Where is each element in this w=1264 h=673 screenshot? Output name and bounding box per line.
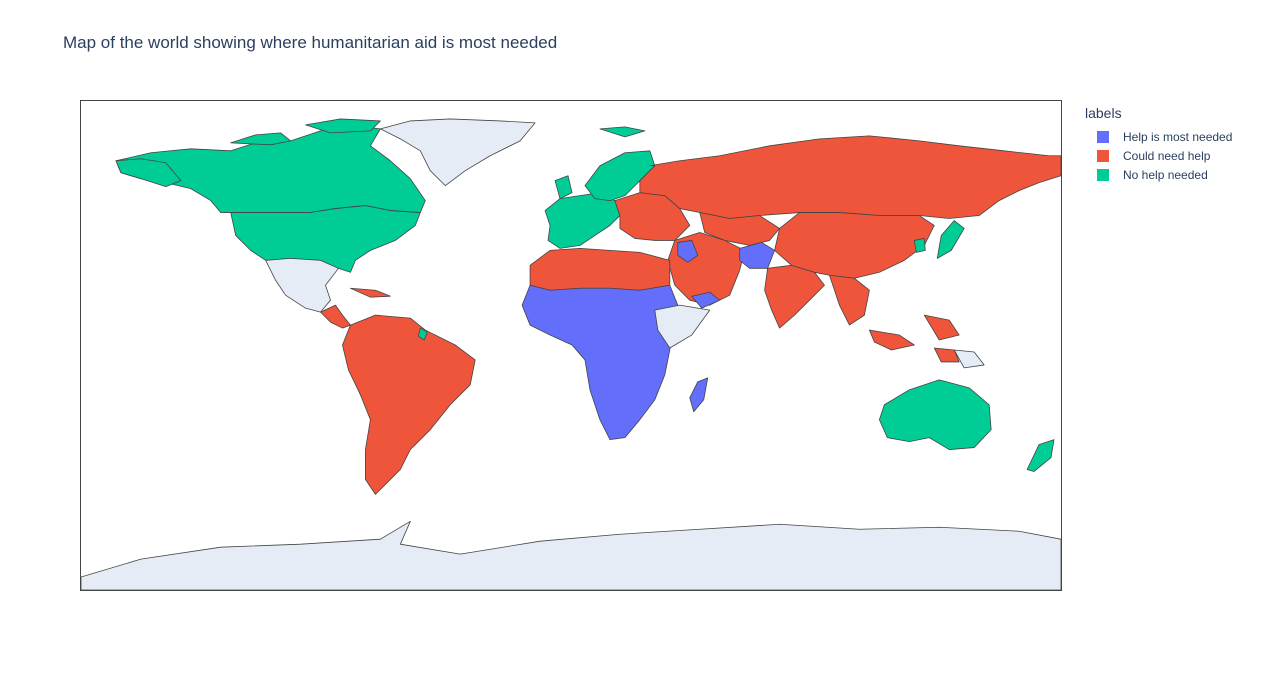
legend: labels Help is most needed Could need he… <box>1085 105 1232 184</box>
region-new-zealand[interactable] <box>1026 439 1055 472</box>
region-iceland[interactable] <box>599 126 646 138</box>
region-horn-of-africa[interactable] <box>654 304 711 349</box>
legend-swatch <box>1097 168 1109 181</box>
region-greenland[interactable] <box>379 118 536 187</box>
region-french-guiana[interactable] <box>417 327 428 341</box>
region-yemen[interactable] <box>691 291 721 309</box>
region-afghanistan[interactable] <box>739 242 775 269</box>
region-southeast-asia[interactable] <box>829 274 960 351</box>
legend-item-could-need-help[interactable]: Could need help <box>1085 146 1232 165</box>
region-australia[interactable] <box>878 379 992 450</box>
region-russia[interactable] <box>639 135 1061 219</box>
legend-title: labels <box>1085 105 1122 121</box>
region-china[interactable] <box>774 212 935 279</box>
region-central-america[interactable] <box>320 304 351 329</box>
legend-item-no-help-needed[interactable]: No help needed <box>1085 165 1232 184</box>
legend-label: No help needed <box>1123 167 1208 182</box>
region-cuba[interactable] <box>350 287 391 298</box>
region-north-africa[interactable] <box>529 247 671 291</box>
region-uk[interactable] <box>554 175 573 199</box>
region-india[interactable] <box>764 264 825 329</box>
region-sub-saharan-africa[interactable] <box>521 284 679 441</box>
region-papua-new-guinea[interactable] <box>953 349 985 369</box>
region-mexico[interactable] <box>265 257 339 313</box>
region-japan[interactable] <box>936 220 965 259</box>
region-antarctica[interactable] <box>81 520 1061 590</box>
region-south-america[interactable] <box>342 314 476 495</box>
region-canada-arctic-islands[interactable] <box>230 118 381 146</box>
legend-swatch <box>1097 149 1109 162</box>
chart-title: Map of the world showing where humanitar… <box>63 33 558 52</box>
legend-item-help-most-needed[interactable]: Help is most needed <box>1085 127 1232 146</box>
region-south-korea[interactable] <box>913 238 926 253</box>
region-iraq[interactable] <box>677 240 699 263</box>
region-madagascar[interactable] <box>689 377 709 413</box>
legend-label: Help is most needed <box>1123 129 1233 144</box>
region-central-asia[interactable] <box>699 212 780 246</box>
region-western-europe[interactable] <box>544 192 621 249</box>
world-map[interactable] <box>81 101 1061 590</box>
region-indonesia-east[interactable] <box>933 347 960 363</box>
map-plot-area[interactable] <box>80 100 1062 591</box>
legend-swatch <box>1097 130 1109 143</box>
region-alaska[interactable] <box>115 158 182 188</box>
legend-label: Could need help <box>1123 148 1211 163</box>
